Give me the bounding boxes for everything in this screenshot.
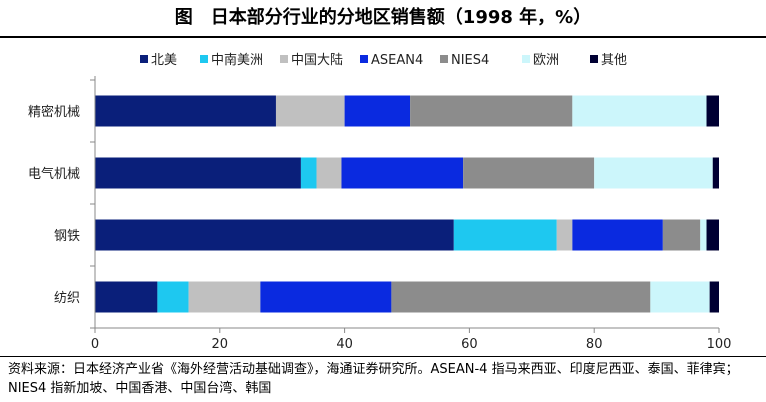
bar-segment-0-3: [344, 95, 411, 127]
category-label-1: 电气机械: [28, 166, 80, 182]
category-label-3: 纺织: [54, 291, 80, 306]
bar-segment-3-4: [391, 281, 651, 313]
chart-title: 图 日本部分行业的分地区销售额（1998 年，%）: [174, 7, 592, 28]
bar-segment-1-6: [712, 157, 719, 189]
legend-swatch-1: [200, 55, 208, 63]
bar-segment-2-5: [700, 219, 707, 251]
legend: 北美 中南美洲 中国大陆 ASEAN4 NIES4 欧洲 其他: [140, 52, 627, 68]
bar-segment-1-5: [594, 157, 713, 189]
bar-segment-3-3: [260, 281, 392, 313]
x-tick-label-4: 80: [586, 337, 603, 352]
bar-segment-3-2: [188, 281, 261, 313]
x-tick-label-0: 0: [91, 337, 99, 352]
bar-segment-3-6: [709, 281, 719, 313]
bar-segment-2-1: [453, 219, 557, 251]
legend-swatch-0: [140, 55, 148, 63]
bar-segment-0-0: [95, 95, 276, 127]
x-tick-label-5: 100: [707, 337, 732, 352]
legend-label-3: ASEAN4: [371, 53, 423, 68]
legend-label-2: 中国大陆: [291, 52, 343, 68]
bar-segment-2-4: [662, 219, 701, 251]
x-tick-label-2: 40: [336, 337, 353, 352]
legend-swatch-6: [590, 55, 598, 63]
legend-swatch-5: [522, 55, 530, 63]
legend-swatch-3: [360, 55, 368, 63]
source-note: 资料来源：日本经济产业省《海外经营活动基础调查》，海通证券研究所。ASEAN-4…: [8, 362, 739, 396]
bar-segment-1-3: [341, 157, 464, 189]
bars-area: [95, 95, 719, 313]
bar-segment-3-5: [650, 281, 710, 313]
legend-label-6: 其他: [601, 53, 627, 68]
bar-segment-1-4: [463, 157, 595, 189]
legend-label-4: NIES4: [451, 53, 489, 68]
bar-segment-2-6: [706, 219, 719, 251]
legend-swatch-2: [280, 55, 288, 63]
source-divider: [0, 356, 766, 357]
bar-segment-0-2: [275, 95, 345, 127]
legend-label-1: 中南美洲: [211, 52, 263, 68]
category-label-0: 精密机械: [28, 104, 80, 120]
legend-swatch-4: [440, 55, 448, 63]
bar-segment-3-1: [157, 281, 189, 313]
bar-segment-1-0: [95, 157, 301, 189]
bar-segment-2-0: [95, 219, 454, 251]
bar-segment-0-4: [410, 95, 573, 127]
legend-label-5: 欧洲: [533, 53, 559, 68]
bar-segment-2-3: [572, 219, 663, 251]
x-tick-label-1: 20: [212, 337, 229, 352]
bar-segment-0-5: [572, 95, 707, 127]
bar-segment-0-6: [706, 95, 719, 127]
bar-segment-2-2: [556, 219, 573, 251]
bar-segment-1-1: [300, 157, 317, 189]
bar-segment-3-0: [95, 281, 158, 313]
title-divider: [0, 36, 766, 38]
category-label-2: 钢铁: [54, 229, 80, 244]
x-tick-label-3: 60: [461, 337, 478, 352]
bar-segment-1-2: [316, 157, 342, 189]
legend-label-0: 北美: [151, 53, 177, 68]
